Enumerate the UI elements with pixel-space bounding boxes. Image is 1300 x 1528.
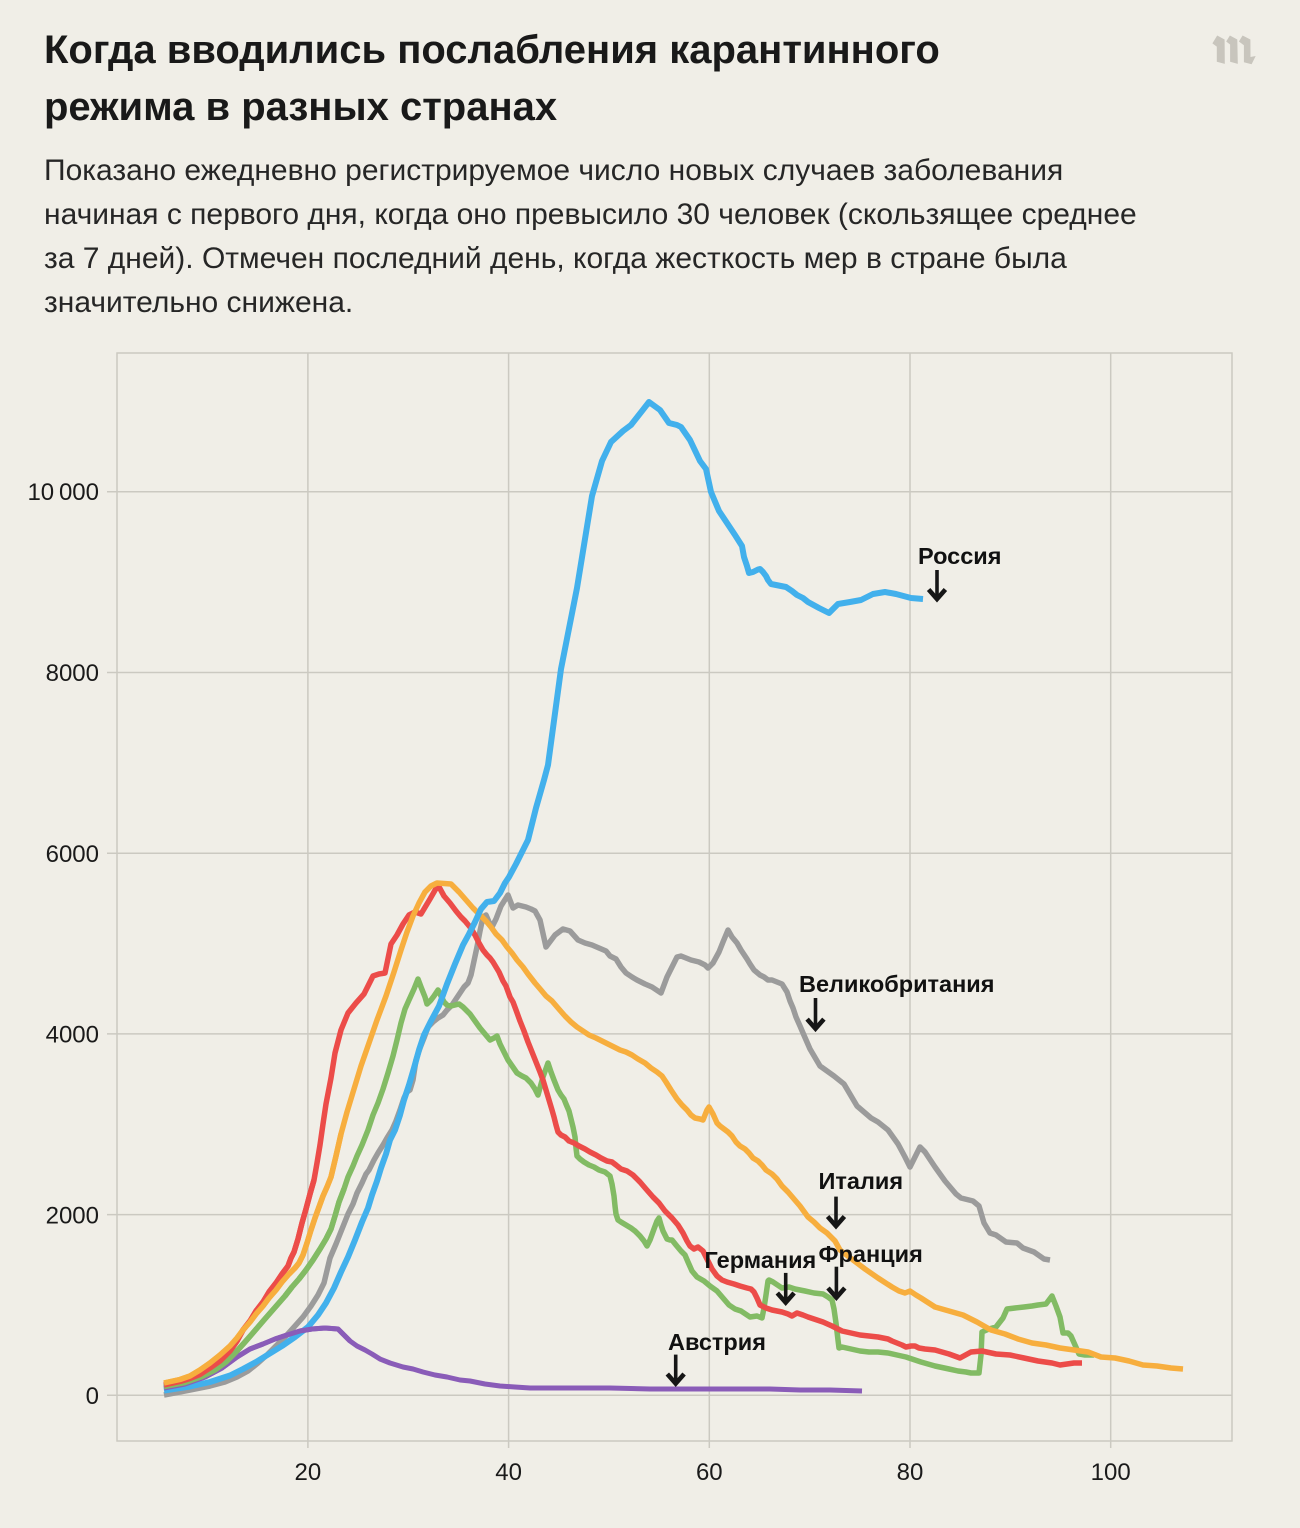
svg-text:4000: 4000	[46, 1022, 99, 1049]
svg-text:60: 60	[696, 1459, 723, 1486]
svg-text:Италия: Италия	[819, 1168, 904, 1194]
svg-text:Германия: Германия	[705, 1247, 817, 1273]
svg-text:0: 0	[86, 1383, 99, 1410]
svg-text:Франция: Франция	[819, 1241, 923, 1267]
svg-text:2000: 2000	[46, 1202, 99, 1229]
svg-text:Россия: Россия	[918, 543, 1001, 569]
svg-text:80: 80	[897, 1459, 924, 1486]
svg-text:Великобритания: Великобритания	[799, 971, 994, 997]
svg-text:100: 100	[1091, 1459, 1131, 1486]
svg-text:10 000: 10 000	[27, 479, 99, 506]
svg-text:20: 20	[295, 1459, 322, 1486]
svg-text:40: 40	[495, 1459, 522, 1486]
svg-text:8000: 8000	[46, 660, 99, 687]
svg-text:6000: 6000	[46, 841, 99, 868]
svg-text:Австрия: Австрия	[668, 1329, 766, 1355]
